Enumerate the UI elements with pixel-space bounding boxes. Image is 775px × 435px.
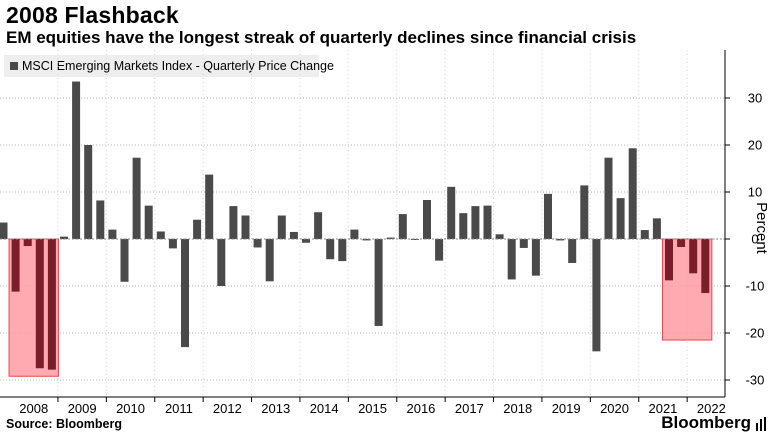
x-tick-label-2014: 2014 [310, 401, 339, 416]
chart-subtitle: EM equities have the longest streak of q… [6, 28, 637, 47]
x-tick-label-2017: 2017 [455, 401, 484, 416]
bar-2016Q4 [435, 239, 444, 261]
y-axis-label: Percent [753, 202, 770, 255]
x-tick-label-2016: 2016 [406, 401, 435, 416]
bar-2012Q1 [205, 174, 214, 239]
y-tick-label: -30 [746, 373, 765, 388]
chart-title: 2008 Flashback [6, 2, 179, 28]
x-tick-label-2012: 2012 [213, 401, 242, 416]
bar-2021Q2 [652, 218, 661, 239]
x-tick-label-2021: 2021 [648, 401, 677, 416]
y-tick-label: -10 [746, 279, 765, 294]
y-tick-label: 30 [748, 91, 762, 106]
bar-2008Q4 [47, 239, 56, 370]
highlight-boxes [8, 238, 713, 377]
bar-2016Q2 [410, 239, 419, 240]
bar-2017Q3 [471, 206, 480, 239]
y-tick-label: 0 [751, 232, 758, 247]
bar-2020Q3 [616, 198, 625, 239]
chart-legend: MSCI Emerging Markets Index - Quarterly … [4, 55, 334, 77]
x-tick-label-2008: 2008 [19, 401, 48, 416]
bar-2009Q4 [96, 200, 105, 239]
bar-2020Q2 [604, 157, 613, 239]
bar-2008Q1 [11, 239, 20, 292]
bar-2015Q4 [386, 237, 395, 239]
bar-2014Q4 [338, 239, 347, 262]
legend-swatch [10, 62, 18, 70]
y-tick-label: 20 [748, 138, 762, 153]
bar-2019Q2 [556, 239, 565, 241]
bar-2008Q2 [23, 239, 32, 247]
bar-2013Q3 [277, 215, 286, 239]
x-tick-label-2009: 2009 [68, 401, 97, 416]
bar-2014Q2 [314, 212, 323, 239]
bar-2016Q3 [423, 199, 431, 239]
bar-2019Q3 [568, 239, 577, 263]
axes [0, 50, 730, 402]
bar-2022Q2 [701, 239, 710, 294]
bar-2015Q2 [362, 239, 371, 241]
bar-2011Q2 [168, 239, 177, 249]
bar-2019Q4 [580, 185, 589, 239]
bar-2018Q3 [519, 239, 528, 248]
bar-2009Q1 [60, 236, 68, 239]
bar-2010Q1 [108, 229, 117, 239]
bar-2013Q4 [289, 231, 298, 239]
bar-2012Q3 [229, 206, 238, 239]
y-tick-label: 10 [748, 185, 762, 200]
bar-2021Q1 [640, 230, 649, 239]
bar-2014Q3 [326, 239, 335, 260]
bar-2014Q1 [302, 239, 310, 243]
bar-2022Q1 [689, 239, 698, 274]
bar-2016Q1 [398, 214, 407, 239]
bar-2009Q3 [84, 145, 93, 239]
bar-2017Q1 [447, 186, 456, 239]
bar-2020Q4 [628, 148, 637, 239]
bar-2017Q2 [459, 213, 468, 239]
bar-2018Q2 [507, 239, 516, 280]
x-tick-label-2022: 2022 [697, 401, 726, 416]
legend-label: MSCI Emerging Markets Index - Quarterly … [22, 59, 334, 73]
bar-2015Q3 [374, 239, 383, 326]
x-tick-label-2015: 2015 [358, 401, 387, 416]
y-tick-label: -20 [746, 326, 765, 341]
bloomberg-logo: Bloomberg [661, 413, 751, 432]
x-tick-label-2013: 2013 [261, 401, 290, 416]
bar-2019Q1 [544, 193, 552, 239]
bar-2011Q1 [156, 231, 165, 239]
bar-2010Q3 [132, 157, 141, 239]
x-tick-label-2019: 2019 [552, 401, 581, 416]
bar-2020Q1 [592, 239, 601, 352]
x-tick-label-2011: 2011 [165, 401, 193, 416]
bar-2012Q4 [241, 215, 250, 239]
x-tick-label-2010: 2010 [116, 401, 145, 416]
bar-2013Q1 [253, 239, 262, 248]
bar-2018Q1 [495, 234, 504, 239]
bar-2021Q4 [677, 239, 686, 247]
bar-2015Q1 [350, 229, 359, 239]
bar-2012Q2 [217, 239, 226, 286]
bar-2010Q2 [120, 239, 129, 282]
bar-2018Q4 [531, 239, 540, 276]
bars [0, 81, 710, 370]
x-tick-label-2018: 2018 [503, 401, 532, 416]
x-tick-label-2020: 2020 [600, 401, 629, 416]
source-note: Source: Bloomberg [6, 417, 122, 431]
bar-2009Q2 [72, 81, 81, 239]
bar-2011Q4 [193, 219, 202, 239]
bar-2013Q2 [265, 239, 274, 282]
bar-2007Q4 [0, 222, 8, 239]
bloomberg-mark-icon [756, 417, 766, 431]
bar-2008Q3 [35, 239, 44, 369]
grid-lines [0, 50, 725, 397]
bar-2017Q4 [483, 205, 492, 239]
bar-2010Q4 [144, 205, 153, 239]
bar-2021Q3 [665, 239, 673, 281]
bar-2011Q3 [181, 239, 189, 348]
